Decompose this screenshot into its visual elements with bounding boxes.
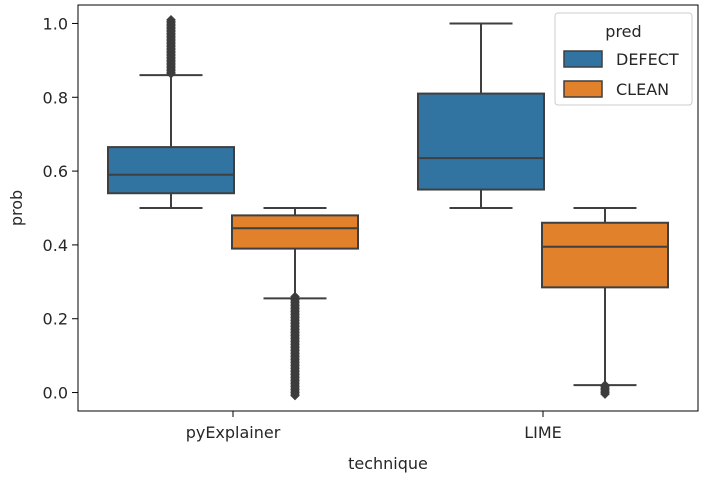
axes-frame: [77, 4, 699, 412]
legend-label-clean: CLEAN: [616, 80, 669, 99]
y-axis-label: prob: [7, 190, 26, 226]
box-clean-lime: [541, 207, 669, 400]
y-tick-label: 0.0: [43, 384, 68, 403]
outlier-point: [290, 390, 300, 401]
outlier-points: [600, 380, 610, 400]
outlier-points: [166, 14, 176, 79]
box-body: [417, 92, 545, 191]
legend-swatch-clean: [563, 80, 603, 98]
plot-area: [107, 14, 669, 401]
x-axis-label: technique: [348, 454, 428, 473]
y-tick-label: 1.0: [43, 14, 68, 33]
legend: pred DEFECT CLEAN: [554, 12, 693, 106]
box-clean-pyexplainer: [231, 207, 359, 401]
outlier-point: [166, 68, 176, 79]
y-tick-label: 0.2: [43, 310, 68, 329]
box-defect-lime: [417, 22, 545, 209]
box-body: [231, 214, 359, 250]
x-tick-label: LIME: [524, 423, 562, 442]
box-body: [107, 146, 235, 195]
legend-label-defect: DEFECT: [616, 50, 679, 69]
legend-swatch-defect: [563, 50, 603, 68]
box-defect-pyexplainer: [107, 14, 235, 209]
y-tick-label: 0.6: [43, 162, 68, 181]
axes: 0.0 0.2 0.4 0.6 0.8 1.0 pyExplainer LIME: [43, 14, 562, 442]
box-body: [541, 221, 669, 289]
outlier-points: [290, 291, 300, 401]
x-tick-label: pyExplainer: [186, 423, 281, 442]
y-tick-label: 0.4: [43, 236, 68, 255]
y-tick-label: 0.8: [43, 88, 68, 107]
outlier-point: [600, 389, 610, 400]
legend-title: pred: [605, 22, 641, 41]
